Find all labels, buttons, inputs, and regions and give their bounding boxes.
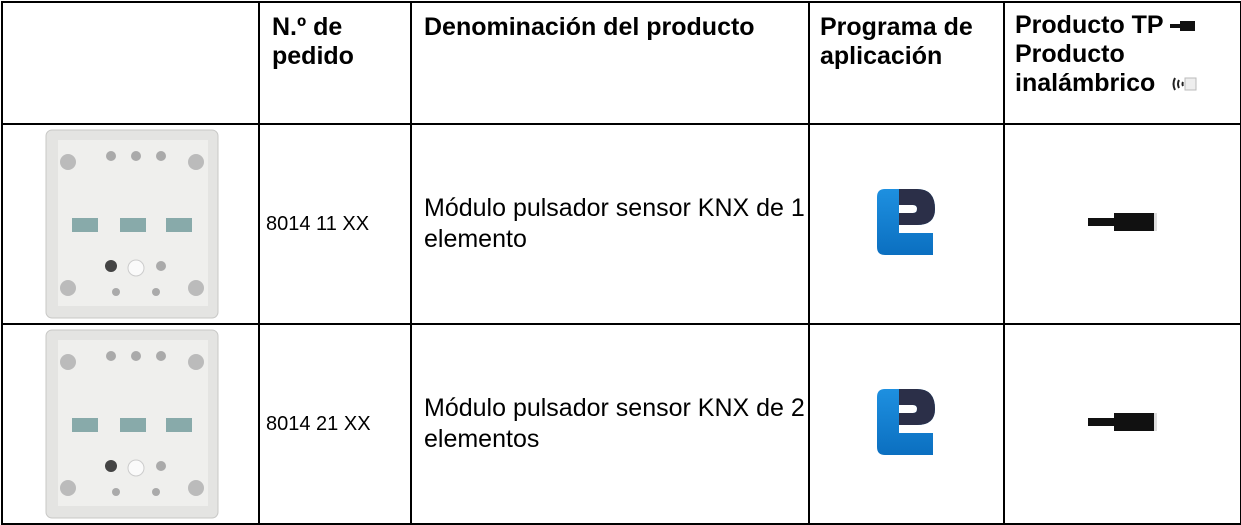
- image-cell: [1, 123, 260, 325]
- header-text: Programa de aplicación: [820, 13, 973, 70]
- image-cell: [1, 323, 260, 525]
- order-number: 8014 11 XX: [258, 123, 412, 325]
- tp-icon: [1087, 212, 1157, 231]
- tp-cell: [1003, 123, 1241, 325]
- tp-icon: [1087, 412, 1157, 431]
- header-cell: Denominación del producto: [410, 1, 810, 125]
- wireless-icon: [1172, 77, 1197, 91]
- header-text: Producto inalámbrico: [1015, 40, 1156, 97]
- order-number: 8014 21 XX: [258, 323, 412, 525]
- header-text: Producto TP: [1015, 11, 1164, 39]
- header-text: Denominación del producto: [424, 13, 755, 41]
- header-text: N.º de pedido: [272, 13, 354, 70]
- app-logo: [876, 188, 935, 255]
- app-cell: [808, 123, 1005, 325]
- app-cell: [808, 323, 1005, 525]
- header-cell: N.º de pedido: [258, 1, 412, 125]
- product-row: 8014 21 XX Módulo pulsador sensor KNX de…: [1, 323, 1241, 525]
- device-image: [45, 129, 218, 319]
- header-cell: Producto TP Producto inalámbrico: [1003, 1, 1241, 125]
- header-cell: [1, 1, 260, 125]
- header-row: N.º de pedido Denominación del producto …: [1, 1, 1241, 125]
- device-image: [45, 329, 218, 519]
- app-logo: [876, 388, 935, 455]
- tp-cell: [1003, 323, 1241, 525]
- product-name: Módulo pulsador sensor KNX de 2 elemento…: [410, 323, 810, 525]
- product-name: Módulo pulsador sensor KNX de 1 elemento: [410, 123, 810, 325]
- tp-icon: [1170, 21, 1196, 32]
- product-row: 8014 11 XX Módulo pulsador sensor KNX de…: [1, 123, 1241, 325]
- header-cell: Programa de aplicación: [808, 1, 1005, 125]
